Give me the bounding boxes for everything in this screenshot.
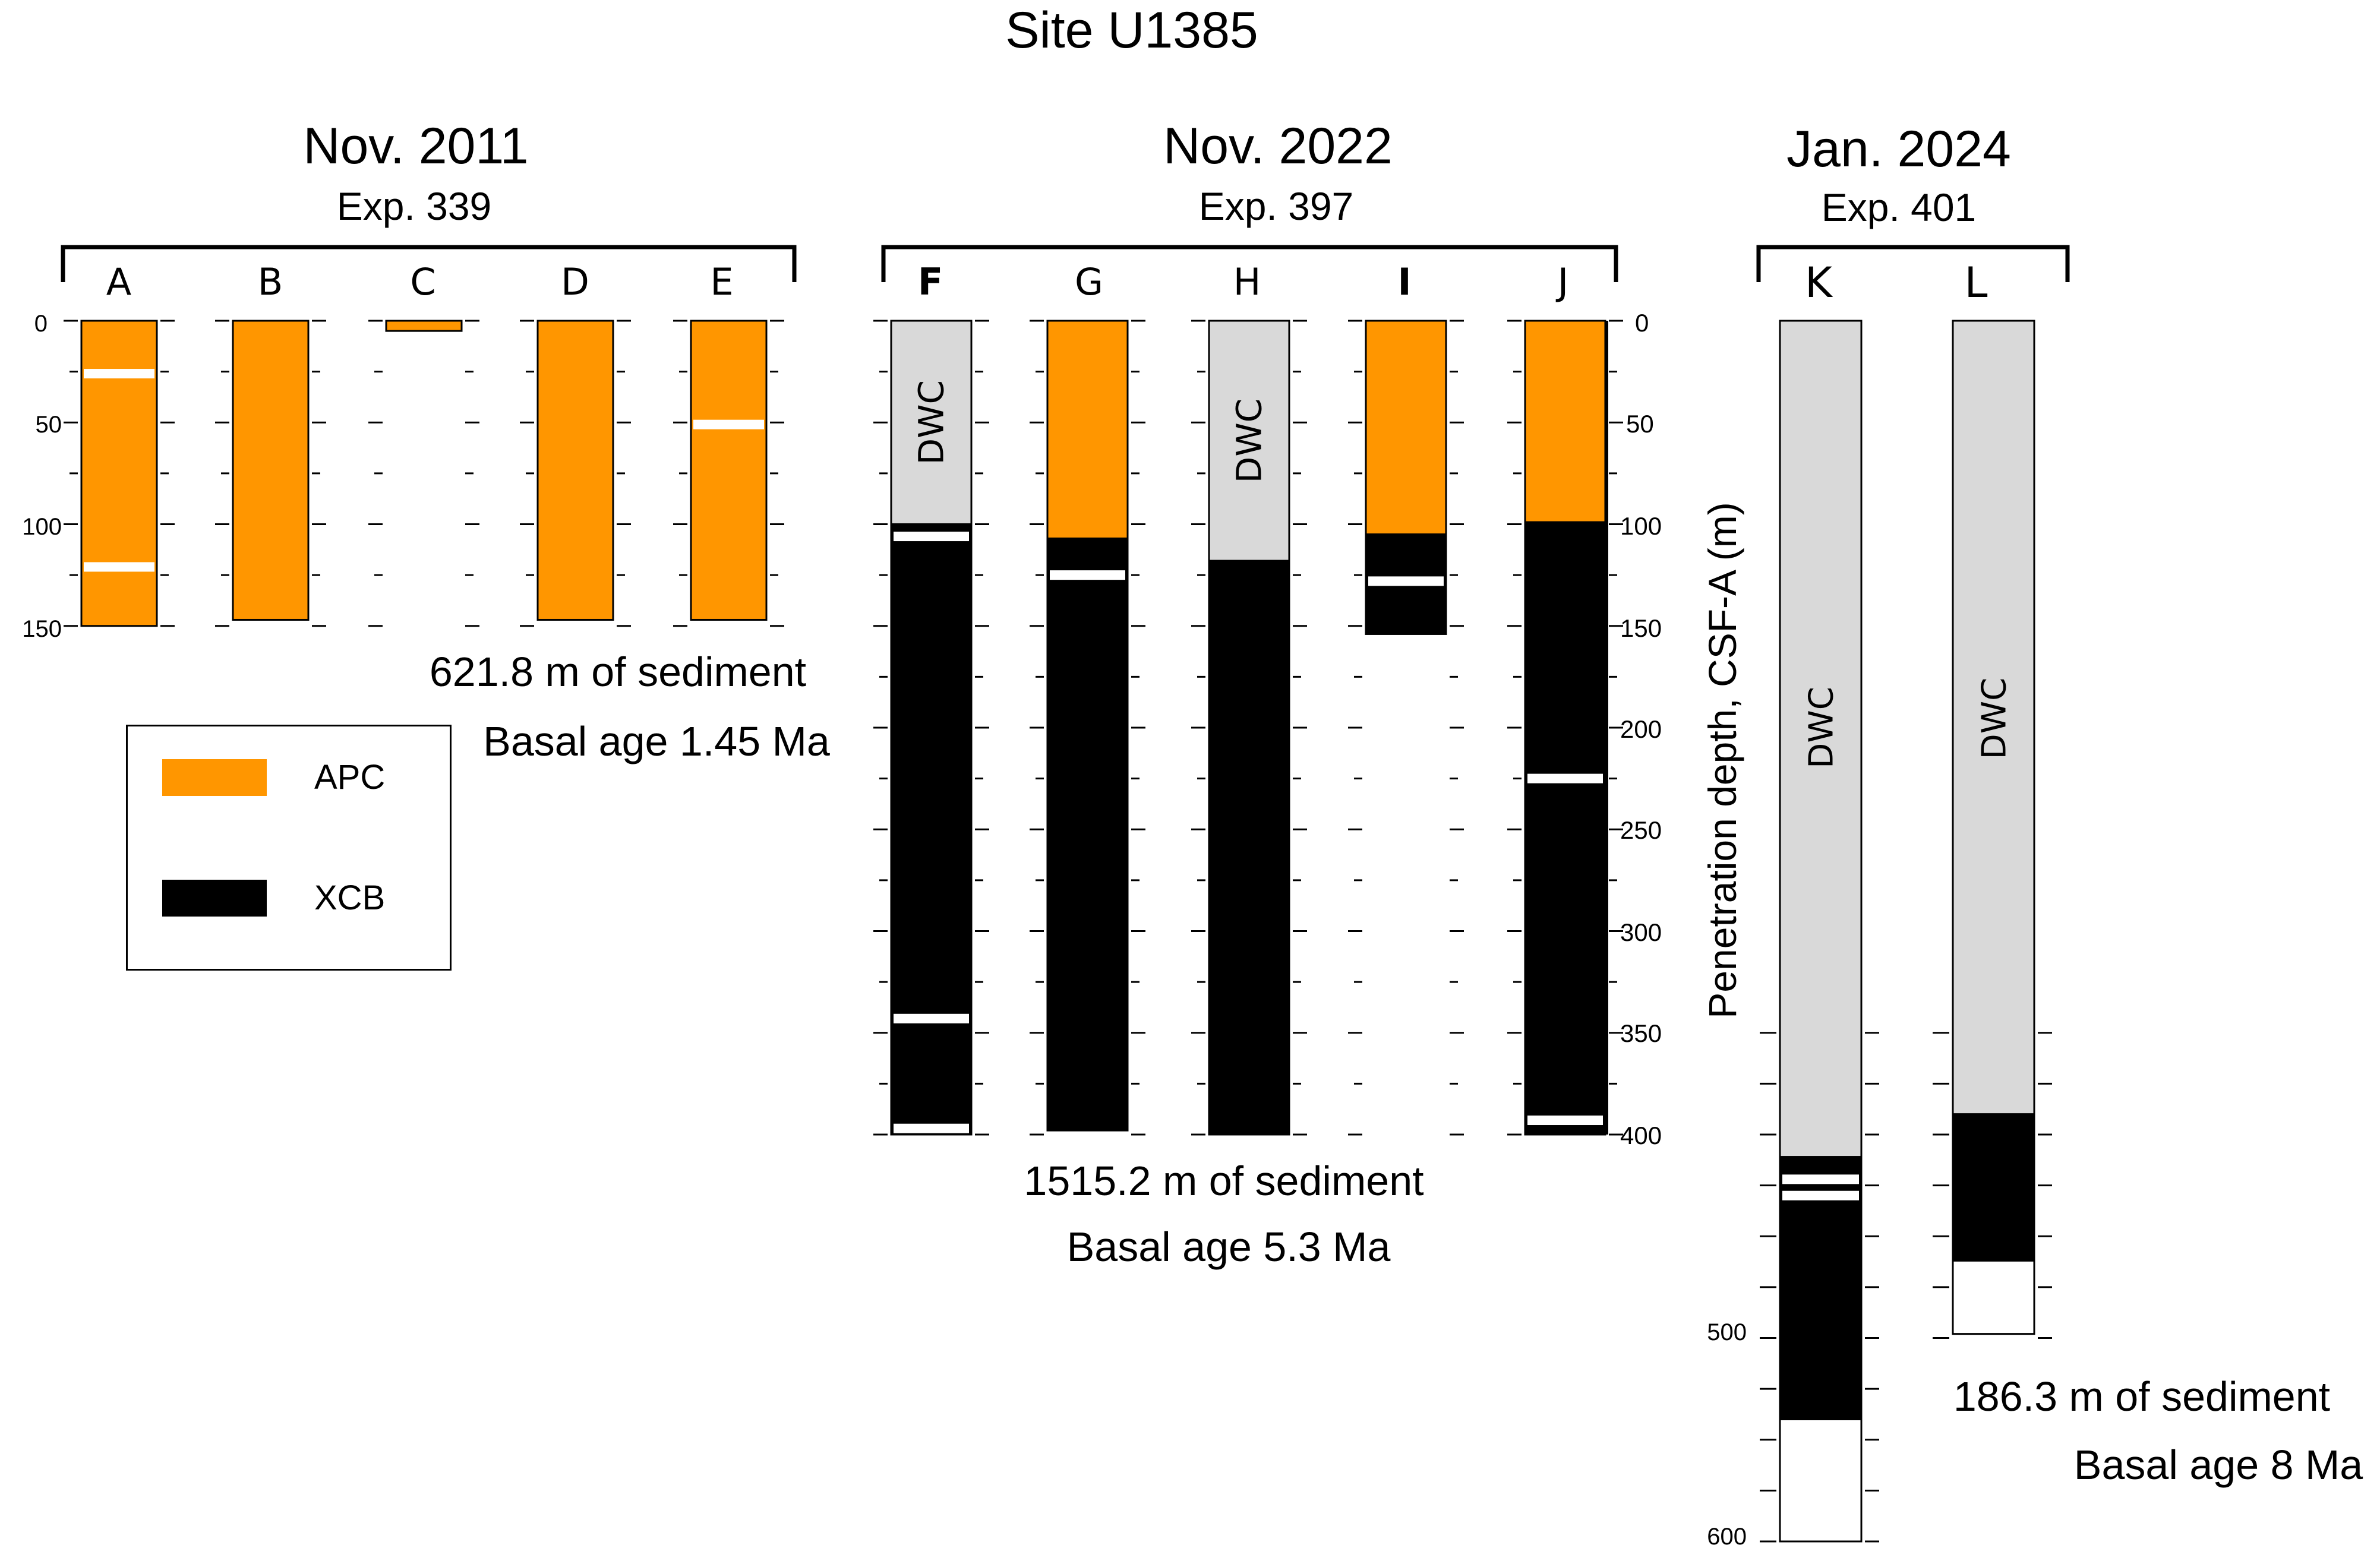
core-columns: DWC DWC DWC DWC bbox=[64, 320, 2052, 1543]
hole-h-segment-xcb bbox=[1208, 560, 1290, 1136]
hole-j-segment-apc bbox=[1524, 320, 1606, 523]
exp2-bracket bbox=[881, 245, 1618, 282]
hole-d-segment-apc bbox=[536, 320, 614, 621]
hole-k-segment-empty bbox=[1779, 1418, 1863, 1543]
legend: APC XCB bbox=[126, 725, 452, 971]
hole-l-segment-xcb bbox=[1952, 1113, 2035, 1262]
hole-l-dwc-label: DWC bbox=[1975, 678, 2014, 760]
exp2-tick-250: 250 bbox=[1620, 816, 1662, 844]
exp1-bracket bbox=[61, 245, 797, 282]
exp2-date: Nov. 2022 bbox=[1163, 118, 1393, 175]
hole-h-segment-dwc bbox=[1208, 320, 1290, 562]
hole-g-segment-apc bbox=[1046, 320, 1129, 539]
hole-j-core-gap bbox=[1527, 1116, 1603, 1126]
hole-label-c: C bbox=[410, 260, 435, 304]
hole-label-a: A bbox=[106, 260, 131, 304]
exp2-tick-300: 300 bbox=[1620, 918, 1662, 946]
hole-k-core-gap bbox=[1782, 1174, 1859, 1184]
legend-label-xcb: XCB bbox=[314, 879, 386, 917]
hole-f-core-gap bbox=[894, 1123, 969, 1133]
y-axis-label: Penetration depth, CSF-A (m) bbox=[1700, 502, 1744, 1018]
hole-label-g: G bbox=[1075, 260, 1103, 304]
legend-swatch-xcb bbox=[162, 879, 267, 917]
hole-label-h: H bbox=[1233, 260, 1261, 304]
hole-f-dwc-label: DWC bbox=[911, 380, 952, 465]
hole-label-f: F bbox=[918, 260, 943, 304]
exp1-number: Exp. 339 bbox=[337, 184, 492, 228]
exp3-number: Exp. 401 bbox=[1822, 185, 1977, 229]
exp3-bracket bbox=[1756, 245, 2070, 282]
hole-g-segment-xcb bbox=[1046, 537, 1129, 1132]
hole-f-core-gap bbox=[894, 1013, 969, 1023]
exp1-date: Nov. 2011 bbox=[303, 118, 528, 175]
hole-a-segment-apc bbox=[80, 320, 158, 627]
hole-e-core-gap bbox=[693, 419, 764, 429]
hole-k-dwc-label: DWC bbox=[1803, 687, 1841, 769]
hole-a-core-gap bbox=[84, 369, 154, 379]
hole-label-k: K bbox=[1805, 258, 1833, 307]
exp2-sediment: 1515.2 m of sediment bbox=[1024, 1158, 1423, 1204]
exp2-tick-350: 350 bbox=[1620, 1019, 1662, 1047]
exp2-basal-age: Basal age 5.3 Ma bbox=[1067, 1224, 1391, 1270]
hole-a-core-gap bbox=[84, 562, 154, 572]
hole-h-dwc-label: DWC bbox=[1229, 399, 1270, 484]
exp1-sediment: 621.8 m of sediment bbox=[430, 649, 806, 695]
exp1-tick-0: 0 bbox=[34, 311, 48, 337]
hole-j-segment-xcb bbox=[1524, 521, 1606, 1136]
exp3-depth-axis: 500 600 bbox=[1707, 1319, 1747, 1550]
exp3-date: Jan. 2024 bbox=[1786, 121, 2011, 178]
exp2-tick-150: 150 bbox=[1620, 614, 1662, 642]
exp1-tick-150: 150 bbox=[22, 616, 62, 642]
hole-label-l: L bbox=[1965, 258, 1988, 307]
exp3-basal-age: Basal age 8 Ma bbox=[2074, 1442, 2363, 1488]
exp3-tick-600: 600 bbox=[1707, 1524, 1747, 1550]
hole-label-i: I bbox=[1397, 260, 1411, 304]
exp3-tick-500: 500 bbox=[1707, 1319, 1747, 1345]
exp1-basal-age: Basal age 1.45 Ma bbox=[483, 718, 830, 764]
hole-e-segment-apc bbox=[690, 320, 768, 621]
legend-swatch-apc bbox=[162, 759, 267, 796]
exp1-tick-100: 100 bbox=[22, 514, 62, 540]
exp2-tick-400: 400 bbox=[1620, 1121, 1662, 1149]
hole-c-segment-apc bbox=[385, 320, 463, 332]
legend-item-apc: APC bbox=[162, 757, 385, 797]
exp2-tick-0: 0 bbox=[1635, 309, 1649, 337]
figure-title: Site U1385 bbox=[1005, 2, 1258, 59]
legend-item-xcb: XCB bbox=[162, 878, 385, 918]
exp3-sediment: 186.3 m of sediment bbox=[1953, 1373, 2330, 1420]
exp2-number: Exp. 397 bbox=[1199, 184, 1354, 228]
hole-f-core-gap bbox=[894, 532, 969, 542]
hole-l-segment-empty bbox=[1952, 1259, 2035, 1335]
exp1-tick-50: 50 bbox=[36, 412, 62, 438]
hole-k-core-gap bbox=[1782, 1190, 1859, 1200]
hole-l-segment-dwc bbox=[1952, 320, 2035, 1116]
hole-label-d: D bbox=[561, 260, 589, 304]
hole-g-core-gap bbox=[1050, 570, 1125, 580]
hole-label-e: E bbox=[710, 260, 733, 304]
hole-label-b: B bbox=[258, 260, 283, 304]
hole-i-core-gap bbox=[1368, 576, 1444, 586]
hole-j-core-gap bbox=[1527, 773, 1603, 783]
hole-f-segment-xcb bbox=[890, 523, 973, 1136]
exp2-tick-50: 50 bbox=[1626, 410, 1654, 438]
exp2-depth-axis: 0 50 100 150 200 250 300 350 400 bbox=[1606, 309, 1662, 1149]
hole-k-segment-xcb bbox=[1779, 1156, 1863, 1421]
exp2-tick-200: 200 bbox=[1620, 715, 1662, 743]
legend-label-apc: APC bbox=[314, 758, 386, 797]
hole-i-segment-apc bbox=[1365, 320, 1447, 536]
hole-f-segment-dwc bbox=[890, 320, 973, 525]
exp1-depth-axis: 0 50 100 150 bbox=[22, 311, 62, 642]
hole-label-j: J bbox=[1555, 260, 1568, 304]
exp2-tick-100: 100 bbox=[1620, 512, 1662, 540]
hole-b-segment-apc bbox=[232, 320, 310, 621]
